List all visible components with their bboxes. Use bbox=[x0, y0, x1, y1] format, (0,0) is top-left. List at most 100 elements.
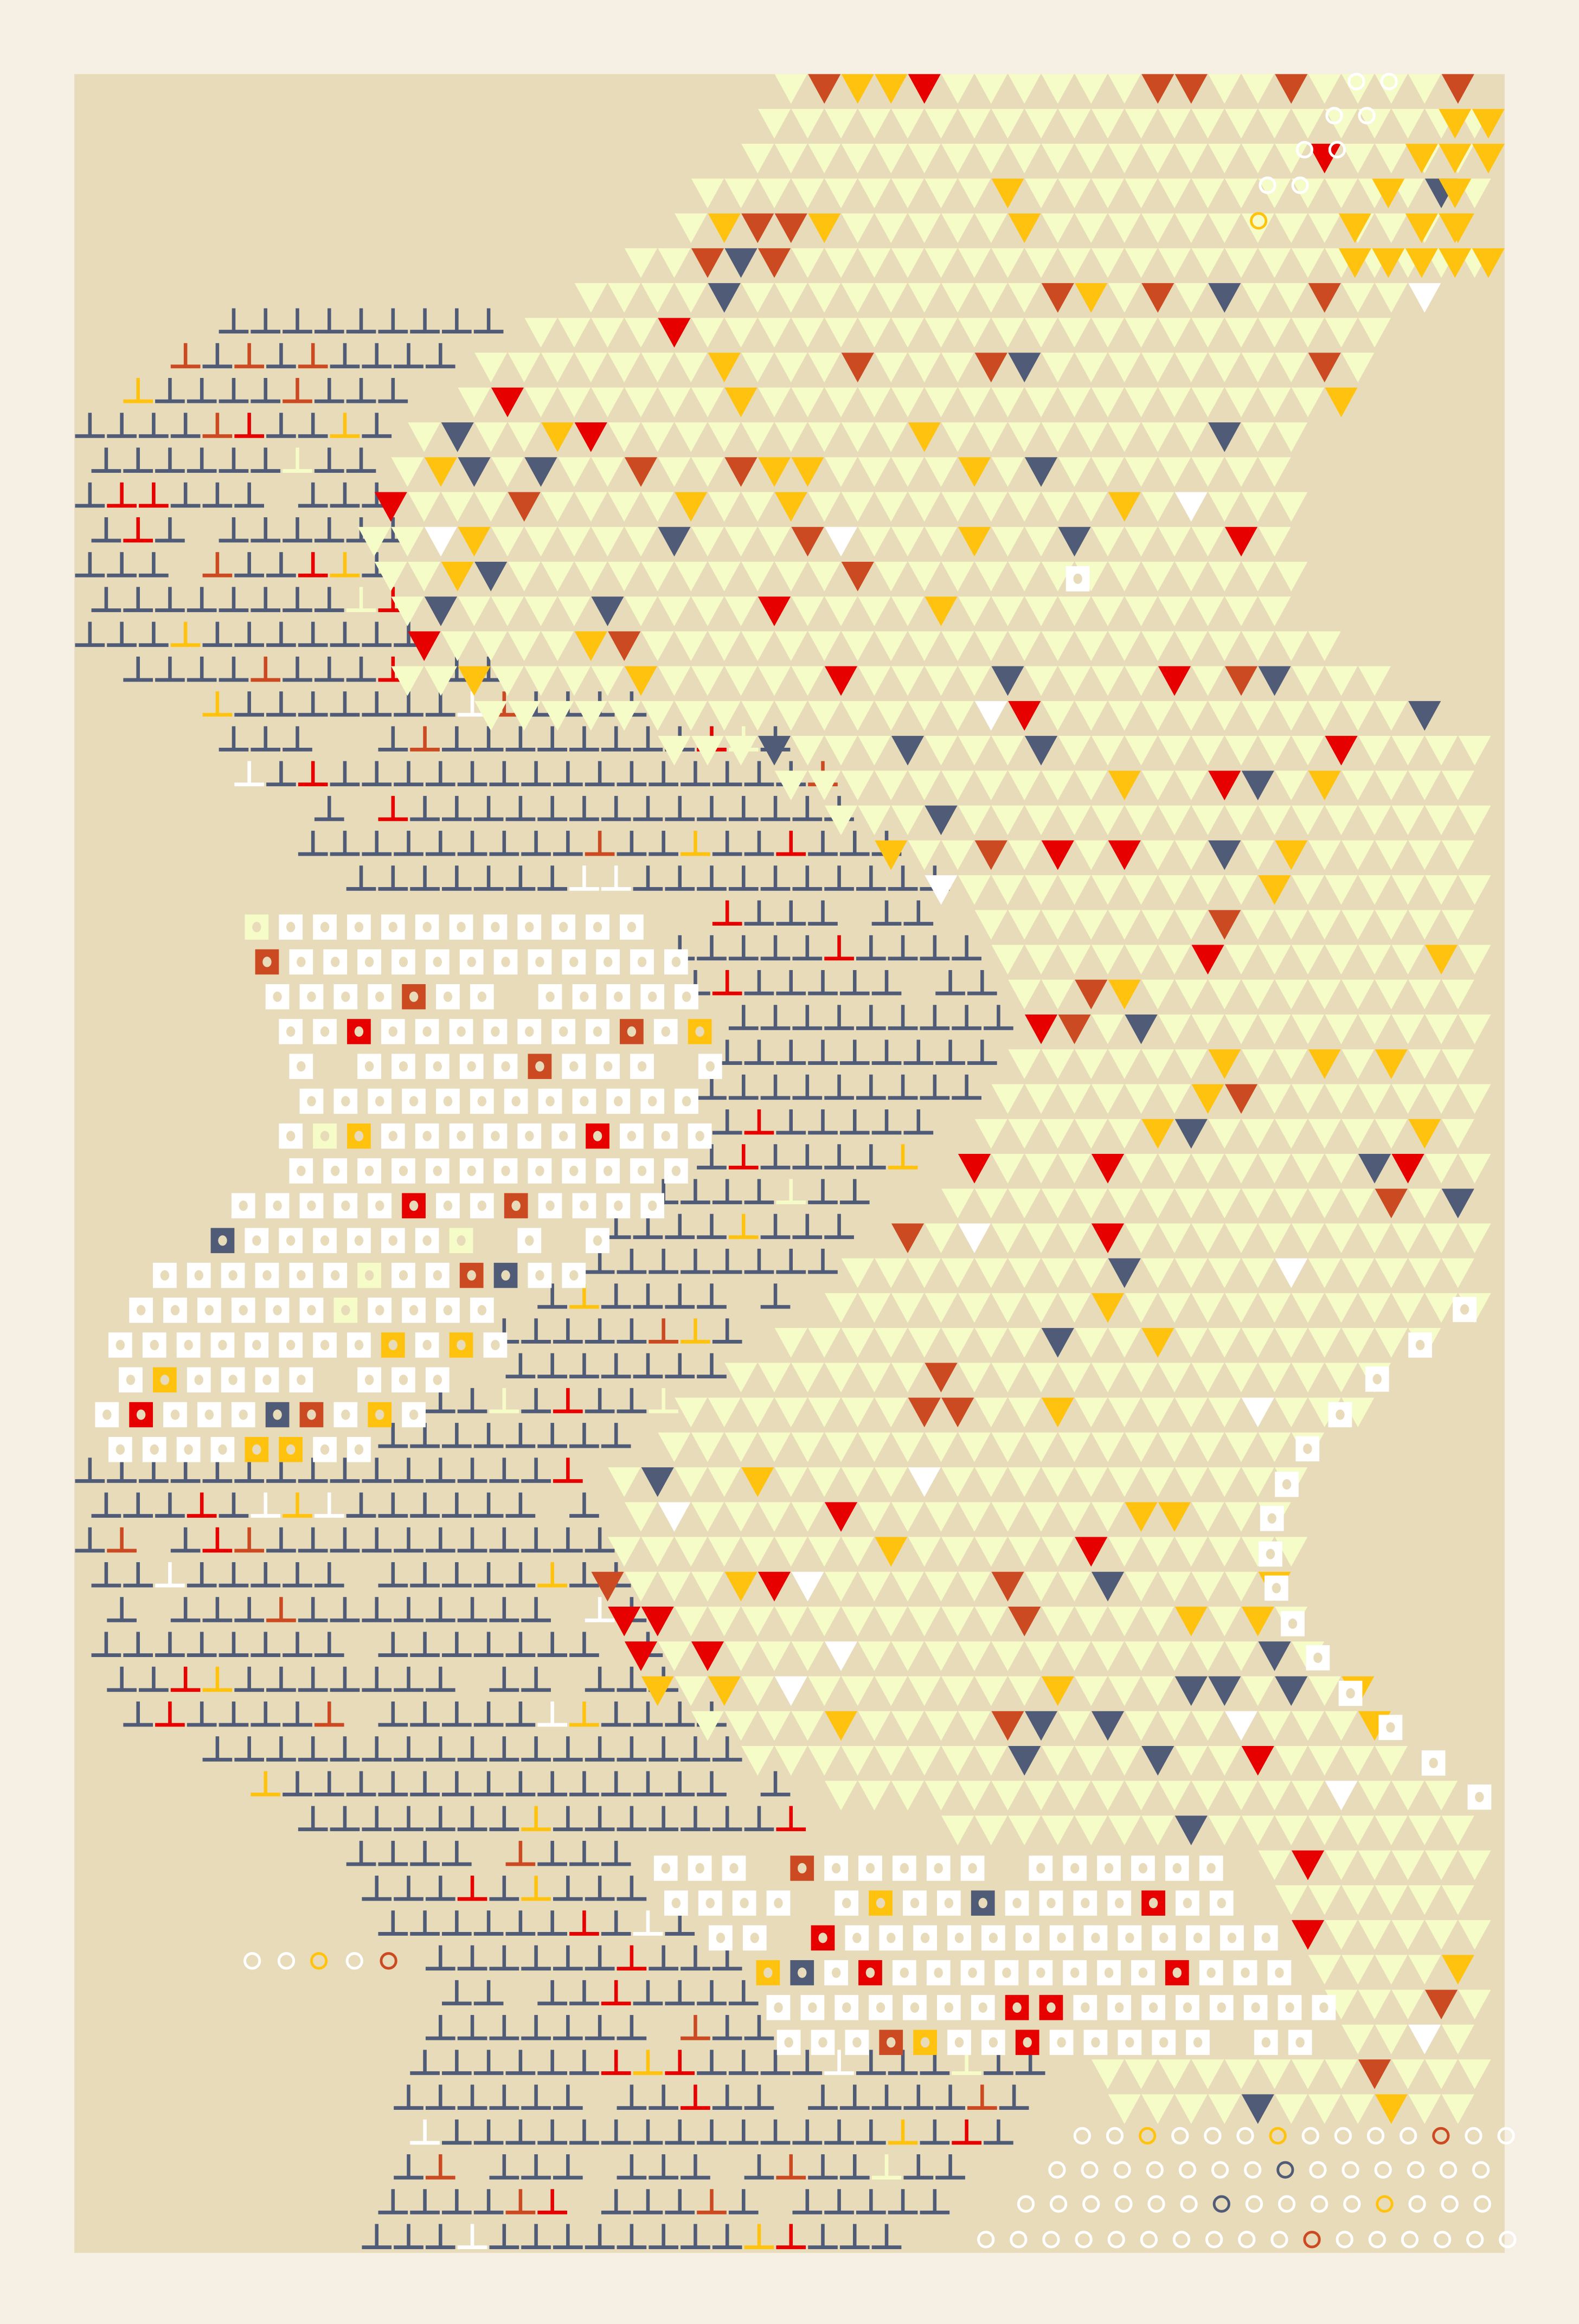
triangle bbox=[1008, 1467, 1041, 1497]
triangle bbox=[1208, 1815, 1241, 1846]
t-shape-stem bbox=[311, 1736, 315, 1759]
ring bbox=[1017, 2195, 1035, 2213]
t-shape-stem bbox=[168, 656, 172, 679]
t-shape-bar bbox=[553, 2106, 583, 2110]
t-shape-bar bbox=[442, 817, 472, 821]
t-shape-bar bbox=[839, 1061, 870, 1065]
triangle bbox=[958, 666, 991, 696]
t-shape-bar bbox=[665, 1932, 695, 1936]
triangle bbox=[841, 1258, 874, 1288]
triangle bbox=[1091, 805, 1125, 836]
t-shape-stem bbox=[710, 1144, 714, 1167]
t-shape-bar bbox=[792, 2071, 823, 2075]
t-shape-stem bbox=[183, 413, 188, 435]
t-shape-stem bbox=[884, 900, 889, 923]
ring bbox=[1347, 73, 1365, 91]
square-dot bbox=[865, 1967, 875, 1978]
triangle bbox=[958, 1223, 991, 1254]
triangle bbox=[1141, 1397, 1174, 1428]
t-shape-stem bbox=[534, 1736, 538, 1759]
t-shape-bar bbox=[521, 1827, 551, 1832]
triangle bbox=[1258, 1223, 1291, 1254]
t-shape-bar bbox=[505, 817, 536, 821]
triangle bbox=[1391, 1920, 1424, 1950]
triangle bbox=[1191, 248, 1224, 278]
triangle bbox=[1174, 492, 1208, 522]
t-shape-bar bbox=[442, 2071, 472, 2075]
triangle bbox=[1358, 108, 1391, 139]
square-dot bbox=[1288, 1618, 1298, 1629]
ring bbox=[1303, 2231, 1321, 2249]
triangle bbox=[875, 1676, 908, 1706]
square-dot bbox=[1183, 2002, 1192, 2013]
t-shape-bar bbox=[489, 1549, 519, 1553]
t-shape-stem bbox=[725, 2015, 729, 2038]
t-shape-bar bbox=[410, 1932, 440, 1936]
t-shape-bar bbox=[170, 643, 201, 647]
triangle bbox=[1325, 387, 1358, 418]
t-shape-stem bbox=[327, 447, 331, 470]
square-dot bbox=[525, 1235, 534, 1246]
triangle bbox=[1024, 457, 1058, 487]
triangle bbox=[1358, 1850, 1391, 1880]
triangle bbox=[991, 527, 1024, 557]
triangle bbox=[1141, 1258, 1174, 1288]
triangle bbox=[1058, 248, 1091, 278]
t-shape-stem bbox=[852, 1109, 857, 1132]
t-shape-bar bbox=[776, 2245, 806, 2249]
t-shape-bar bbox=[75, 1549, 105, 1553]
t-shape-bar bbox=[649, 852, 678, 856]
triangle bbox=[1108, 1815, 1141, 1846]
triangle bbox=[925, 1223, 958, 1254]
t-shape-bar bbox=[697, 1375, 727, 1379]
triangle bbox=[1241, 1258, 1274, 1288]
t-shape-bar bbox=[856, 956, 886, 961]
triangle bbox=[1358, 805, 1391, 836]
t-shape-stem bbox=[630, 1806, 634, 1828]
t-shape-stem bbox=[296, 517, 299, 540]
t-shape-stem bbox=[550, 1910, 554, 1933]
triangle bbox=[1141, 144, 1174, 174]
triangle bbox=[974, 492, 1007, 522]
t-shape-bar bbox=[139, 504, 169, 508]
triangle bbox=[941, 1745, 974, 1776]
t-shape-bar bbox=[283, 748, 312, 752]
triangle bbox=[875, 771, 908, 801]
t-shape-bar bbox=[283, 1793, 312, 1796]
triangle bbox=[624, 596, 658, 626]
triangle bbox=[691, 248, 724, 278]
t-shape-bar bbox=[871, 2106, 902, 2110]
t-shape-stem bbox=[821, 1179, 825, 1202]
triangle bbox=[791, 1363, 824, 1393]
triangle bbox=[991, 666, 1024, 696]
t-shape-stem bbox=[88, 482, 92, 505]
triangle bbox=[991, 596, 1024, 626]
triangle bbox=[1224, 736, 1258, 766]
t-shape-stem bbox=[534, 1458, 538, 1480]
triangle bbox=[541, 492, 574, 522]
ring bbox=[1408, 2195, 1426, 2213]
triangle bbox=[1275, 1676, 1308, 1706]
t-shape-bar bbox=[935, 1061, 965, 1065]
triangle bbox=[1291, 875, 1325, 905]
t-shape-bar bbox=[920, 2210, 950, 2214]
t-shape-bar bbox=[234, 712, 265, 717]
triangle bbox=[708, 422, 741, 452]
t-shape-stem bbox=[152, 1666, 156, 1689]
t-shape-bar bbox=[521, 1688, 551, 1692]
t-shape-bar bbox=[155, 608, 185, 612]
t-shape-bar bbox=[521, 2106, 551, 2110]
triangle bbox=[1141, 1607, 1174, 1636]
triangle bbox=[1108, 1467, 1141, 1497]
t-shape-stem bbox=[311, 761, 315, 784]
triangle bbox=[1208, 144, 1241, 174]
triangle bbox=[424, 666, 458, 696]
t-shape-stem bbox=[518, 2189, 523, 2212]
triangle bbox=[841, 1467, 874, 1497]
triangle bbox=[1041, 840, 1074, 870]
t-shape-bar bbox=[442, 2210, 472, 2214]
triangle bbox=[1158, 1223, 1191, 1254]
t-shape-stem bbox=[757, 831, 761, 853]
t-shape-stem bbox=[869, 2189, 873, 2212]
